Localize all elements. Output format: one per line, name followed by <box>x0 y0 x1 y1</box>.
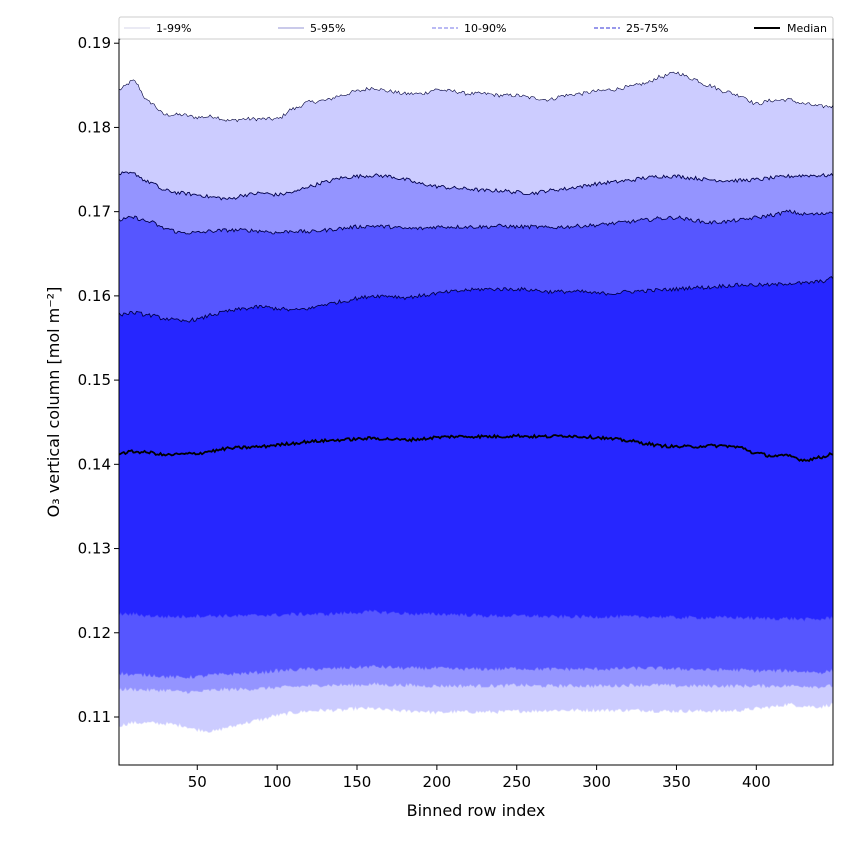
x-tick-label: 200 <box>423 773 452 791</box>
x-tick-label: 50 <box>188 773 207 791</box>
x-tick-label: 400 <box>742 773 771 791</box>
band-upper-line-10-to-90 <box>118 209 834 235</box>
percentile-bands <box>119 72 833 733</box>
y-tick-label: 0.12 <box>78 624 111 642</box>
y-tick-label: 0.17 <box>78 203 111 221</box>
y-axis-label: O₃ vertical column [mol m⁻²] <box>44 287 63 518</box>
y-tick-label: 0.13 <box>78 540 111 558</box>
legend-label: 5-95% <box>310 22 345 35</box>
y-tick-label: 0.16 <box>78 287 111 305</box>
legend: 1-99% 5-95% 10-90% 25-75% Median <box>118 16 834 40</box>
band-lower-line-10-to-90 <box>118 664 834 680</box>
median-line <box>118 433 834 463</box>
y-tick-label: 0.18 <box>78 118 111 136</box>
band-lower-line-1-to-99 <box>118 702 834 733</box>
y-tick-label: 0.15 <box>78 371 111 389</box>
band-upper-line-1-to-99 <box>118 71 834 123</box>
y-tick-label: 0.19 <box>78 34 111 52</box>
band-lower-line-5-to-95 <box>118 681 834 694</box>
band-upper-line-5-to-95 <box>118 171 834 201</box>
x-tick-label: 350 <box>662 773 691 791</box>
band-upper-line-25-to-75 <box>118 275 834 323</box>
y-tick-label: 0.14 <box>78 455 111 473</box>
x-tick-label: 150 <box>343 773 372 791</box>
x-axis-label: Binned row index <box>407 801 546 820</box>
y-tick-label: 0.11 <box>78 708 111 726</box>
x-tick-label: 250 <box>502 773 531 791</box>
legend-box <box>118 16 834 40</box>
x-tick-label: 100 <box>263 773 292 791</box>
legend-label: 1-99% <box>156 22 191 35</box>
legend-label: 25-75% <box>626 22 668 35</box>
band-lower-line-25-to-75 <box>118 609 834 622</box>
legend-label: 10-90% <box>464 22 506 35</box>
median-series <box>118 433 834 463</box>
band-edge-lines <box>118 71 834 733</box>
legend-label: Median <box>787 22 827 35</box>
band-25-to-75 <box>119 276 833 622</box>
x-tick-label: 300 <box>582 773 611 791</box>
